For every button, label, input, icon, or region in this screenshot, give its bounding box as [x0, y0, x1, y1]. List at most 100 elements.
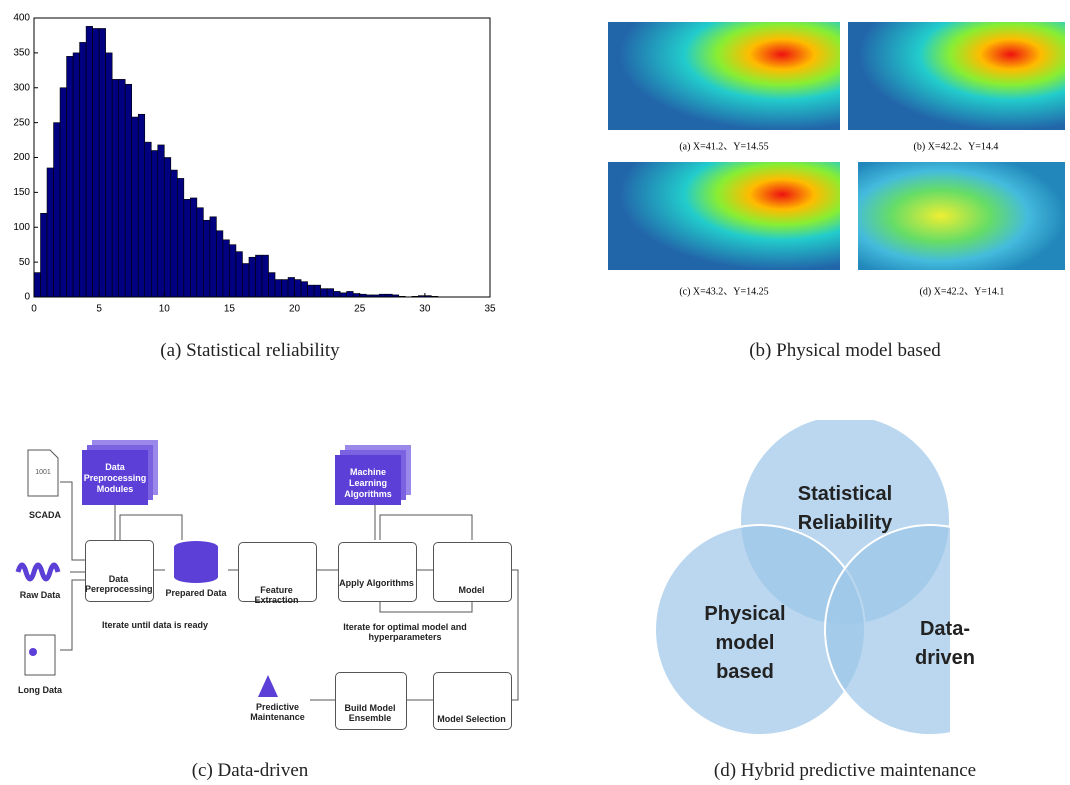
bar — [112, 79, 119, 297]
bar — [93, 28, 100, 297]
bar — [145, 142, 152, 297]
x-tick-label: 30 — [419, 304, 431, 315]
x-tick-label: 15 — [224, 304, 236, 315]
bar — [269, 273, 276, 297]
x-tick-label: 35 — [484, 304, 496, 315]
x-tick-label: 20 — [289, 304, 301, 315]
bar — [203, 220, 210, 297]
bar — [353, 294, 360, 297]
input-label: Raw Data — [10, 590, 70, 600]
bar — [125, 84, 132, 297]
bar — [275, 280, 282, 297]
bar — [295, 280, 302, 297]
bar — [327, 289, 334, 297]
y-tick-label: 50 — [19, 257, 31, 268]
fea-image — [848, 22, 1065, 130]
y-tick-label: 250 — [13, 117, 30, 128]
bar — [132, 117, 139, 297]
iterate-note: Iterate for optimal model and hyperparam… — [335, 622, 475, 642]
step-label: Prepared Data — [160, 588, 232, 598]
bar — [41, 213, 48, 297]
y-tick-label: 0 — [24, 292, 30, 303]
fea-image — [608, 162, 840, 270]
bar — [308, 285, 315, 297]
y-tick-label: 150 — [13, 187, 30, 198]
bar — [249, 257, 256, 297]
bar — [242, 264, 249, 297]
fea-image — [608, 22, 840, 130]
bar — [34, 273, 41, 297]
iterate-note: Iterate until data is ready — [85, 620, 225, 630]
module-stack: Machine Learning Algorithms — [335, 455, 401, 505]
bar — [216, 231, 223, 297]
x-tick-label: 25 — [354, 304, 366, 315]
bar — [138, 114, 145, 297]
bar — [119, 79, 126, 297]
fea-label: (c) X=43.2、Y=14.25 — [679, 286, 768, 297]
fea-label: (d) X=42.2、Y=14.1 — [920, 286, 1005, 297]
step-label: Feature Extraction — [238, 585, 315, 605]
bar — [47, 168, 54, 297]
bar — [54, 123, 61, 297]
bar — [255, 255, 262, 297]
bar — [262, 255, 269, 297]
fea-image — [858, 162, 1065, 270]
step-label: Model Selection — [433, 714, 510, 724]
fea-images: (a) X=41.2、Y=14.55 (b) X=42.2、Y=14.4 (c)… — [600, 0, 1070, 310]
caption: (a) Statistical reliability — [40, 340, 460, 362]
bar — [229, 245, 236, 297]
bar — [151, 151, 158, 297]
input-label: SCADA — [20, 510, 70, 520]
bar — [314, 285, 321, 297]
bar — [321, 289, 328, 297]
bar — [99, 28, 106, 297]
input-label: Long Data — [10, 685, 70, 695]
page: 05101520253035050100150200250300350400 (… — [0, 0, 1070, 785]
step-label: Build Model Ensemble — [335, 703, 405, 723]
bar — [67, 56, 74, 297]
step-box — [338, 542, 417, 602]
venn-label: Data-driven — [905, 615, 985, 673]
x-tick-label: 10 — [159, 304, 171, 315]
bar — [106, 53, 113, 297]
y-tick-label: 200 — [13, 152, 30, 163]
bar — [158, 145, 165, 297]
bar — [171, 170, 178, 297]
bar — [197, 208, 204, 297]
step-label: Model — [433, 585, 510, 595]
bar — [190, 198, 197, 297]
svg-text:1001: 1001 — [35, 469, 51, 476]
bar — [164, 158, 171, 298]
bar — [223, 240, 230, 297]
caption: (d) Hybrid predictive maintenance — [635, 760, 1055, 782]
bar — [282, 280, 289, 297]
fea-label: (b) X=42.2、Y=14.4 — [914, 141, 999, 152]
bar — [210, 217, 217, 297]
step-label: Predictive Maintenance — [240, 702, 315, 722]
bar — [288, 277, 295, 297]
x-tick-label: 0 — [31, 304, 37, 315]
bar — [334, 291, 341, 297]
bar — [184, 199, 191, 297]
bar — [340, 293, 347, 297]
y-tick-label: 400 — [13, 13, 30, 24]
step-label: Apply Algorithms — [338, 578, 415, 588]
y-tick-label: 300 — [13, 82, 30, 93]
caption: (c) Data-driven — [40, 760, 460, 782]
venn — [650, 420, 950, 740]
step-label: Data Pereprocessing — [85, 574, 152, 594]
venn-label: Physical model based — [690, 600, 800, 687]
bar — [301, 282, 308, 297]
x-tick-label: 5 — [96, 304, 102, 315]
bar — [236, 252, 243, 297]
bar — [73, 53, 80, 297]
y-tick-label: 350 — [13, 48, 30, 59]
bar — [80, 42, 87, 297]
bar — [177, 178, 184, 297]
bar — [86, 26, 93, 297]
fea-label: (a) X=41.2、Y=14.55 — [679, 141, 768, 152]
caption: (b) Physical model based — [635, 340, 1055, 362]
module-stack: Data Preprocessing Modules — [82, 450, 148, 505]
bar — [347, 291, 354, 297]
